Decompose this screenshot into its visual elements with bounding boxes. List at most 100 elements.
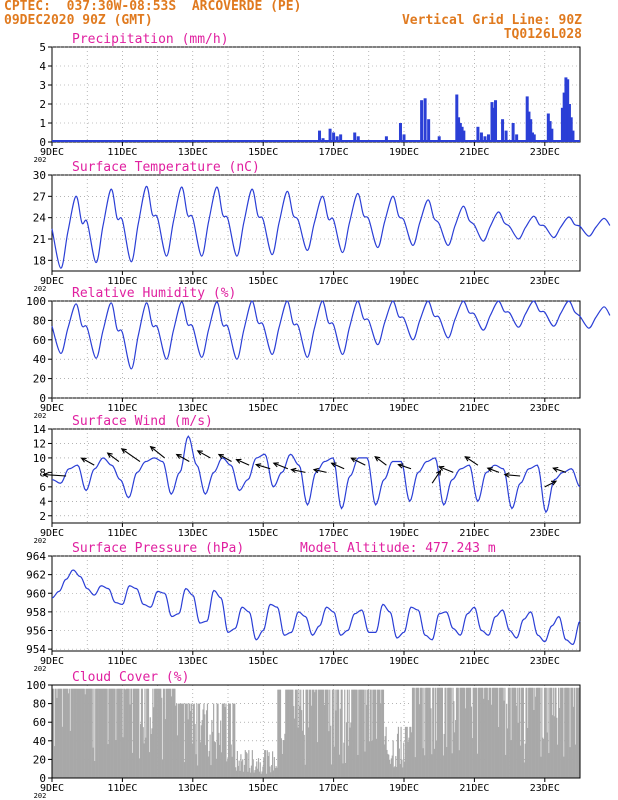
- cloud-column: [257, 758, 260, 778]
- cloud-column: [276, 767, 278, 778]
- cloud-column: [303, 734, 305, 778]
- cloud-column: [433, 748, 436, 778]
- cloud-column: [73, 688, 75, 778]
- cloud-column: [214, 742, 216, 778]
- cloud-column: [86, 688, 88, 778]
- cloud-column: [422, 748, 424, 778]
- cloud-column: [366, 704, 368, 778]
- cloud-column: [241, 761, 243, 778]
- cloud-column: [183, 703, 185, 778]
- cloud-column: [514, 687, 517, 778]
- cloud-column: [122, 737, 124, 778]
- y-tick-label: 8: [39, 466, 46, 479]
- cloud-column: [114, 688, 116, 778]
- cloud-column: [202, 709, 204, 778]
- cloud-column: [417, 687, 419, 778]
- cloud-column: [520, 745, 522, 778]
- x-tick-label: 15DEC: [248, 403, 278, 414]
- cloud-column: [95, 688, 97, 778]
- cloud-column: [389, 759, 391, 778]
- x-tick-label: 23DEC: [530, 783, 560, 794]
- cloud-column: [574, 744, 576, 778]
- cloud-column: [245, 751, 247, 778]
- precip-bar: [562, 92, 566, 142]
- wind-arrow-head: [486, 467, 493, 473]
- cloud-column: [566, 687, 568, 778]
- cloud-column: [521, 687, 524, 778]
- cloud-column: [354, 689, 356, 778]
- cloud-column: [375, 738, 378, 778]
- cloud-column: [435, 740, 437, 778]
- cloud-column: [357, 754, 359, 778]
- cloud-column: [108, 688, 110, 778]
- cloud-column: [380, 703, 382, 778]
- cloud-column: [100, 688, 102, 778]
- cloud-column: [197, 765, 199, 778]
- cloud-column: [420, 687, 422, 778]
- cloud-column: [451, 753, 453, 778]
- cloud-column: [384, 736, 386, 778]
- cloud-column: [317, 689, 319, 778]
- x-tick-label: 23DEC: [530, 276, 560, 287]
- cloud-column: [320, 689, 322, 778]
- cloud-column: [112, 688, 114, 778]
- precip-bar: [402, 134, 406, 142]
- cloud-column: [308, 727, 310, 778]
- cloud-column: [482, 687, 484, 778]
- cloud-column: [89, 688, 92, 778]
- cloud-column: [227, 758, 229, 778]
- cloud-column: [186, 703, 188, 778]
- wind-arrow-head: [503, 472, 510, 478]
- cloud-column: [71, 688, 73, 778]
- precip-bar: [420, 100, 424, 142]
- cloud-column: [212, 731, 214, 778]
- cloud-column: [389, 763, 392, 778]
- cloud-column: [323, 704, 326, 778]
- cloud-column: [501, 687, 503, 778]
- cloud-column: [523, 762, 525, 778]
- cloud-column: [124, 688, 126, 778]
- cloud-column: [294, 689, 297, 778]
- cloud-column: [168, 688, 170, 778]
- cloud-column: [499, 687, 502, 778]
- cloud-column: [466, 687, 468, 778]
- cloud-column: [242, 759, 244, 778]
- cloud-column: [88, 688, 90, 778]
- cloud-column: [376, 689, 378, 778]
- cloud-column: [484, 687, 487, 778]
- x-tick-label: 9DEC: [40, 656, 64, 667]
- cloud-column: [337, 689, 339, 778]
- cloud-column: [506, 703, 508, 778]
- wind-arrow: [197, 450, 211, 459]
- cloud-column: [570, 687, 572, 778]
- cloud-column: [187, 719, 189, 778]
- cloud-column: [127, 688, 129, 778]
- cloud-column: [260, 773, 262, 778]
- y-tick-label: 2: [39, 510, 46, 523]
- cloud-column: [231, 756, 233, 778]
- cloud-column: [107, 744, 109, 778]
- cloud-column: [551, 715, 554, 778]
- precip-bar: [548, 121, 552, 142]
- cloud-column: [83, 688, 85, 778]
- cloud-column: [495, 687, 497, 778]
- cloud-column: [263, 757, 265, 778]
- cloud-column: [203, 703, 205, 778]
- x-tick-label: 23DEC: [530, 528, 560, 539]
- cloud-column: [453, 701, 455, 778]
- x-tick-label: 9DEC: [40, 783, 64, 794]
- cloud-column: [313, 689, 315, 778]
- cloud-column: [299, 706, 301, 778]
- cloud-column: [430, 708, 432, 778]
- y-tick-label: 40: [33, 353, 46, 366]
- y-tick-label: 10: [33, 452, 46, 465]
- cloud-column: [296, 689, 298, 778]
- wind-arrow-head: [254, 463, 262, 469]
- wind-arrow-head: [80, 457, 87, 463]
- cloud-column: [400, 726, 402, 778]
- cloud-column: [304, 764, 306, 778]
- precip-bar: [335, 136, 339, 142]
- precip-bar: [525, 96, 529, 142]
- cloud-column: [97, 688, 99, 778]
- cloud-column: [533, 709, 535, 778]
